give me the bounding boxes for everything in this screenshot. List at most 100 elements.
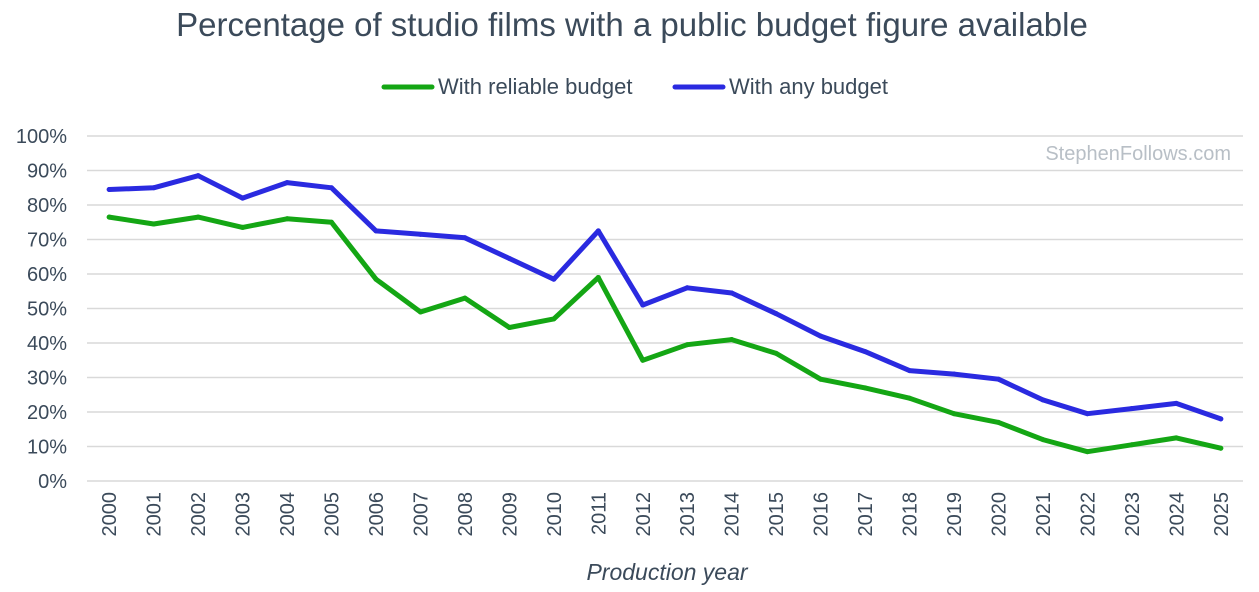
x-axis-label: Production year xyxy=(586,559,748,585)
point-any-2016 xyxy=(818,333,824,339)
point-any-2002 xyxy=(195,173,201,179)
point-reliable-2014 xyxy=(729,337,735,343)
y-tick-label: 60% xyxy=(27,264,67,286)
point-reliable-2015 xyxy=(773,350,779,356)
point-any-2017 xyxy=(862,349,868,355)
point-any-2009 xyxy=(506,255,512,261)
x-tick-label: 2009 xyxy=(499,492,521,537)
point-any-2011 xyxy=(595,228,601,234)
x-tick-label: 2004 xyxy=(277,492,299,537)
point-reliable-2024 xyxy=(1173,435,1179,441)
point-any-2023 xyxy=(1129,406,1135,412)
y-tick-label: 80% xyxy=(27,195,67,217)
y-tick-label: 30% xyxy=(27,368,67,390)
point-reliable-2011 xyxy=(595,274,601,280)
legend-label-reliable: With reliable budget xyxy=(438,74,632,99)
chart-title: Percentage of studio films with a public… xyxy=(176,6,1088,43)
point-any-2015 xyxy=(773,311,779,317)
y-tick-label: 90% xyxy=(27,161,67,183)
series-line-reliable-budget xyxy=(106,214,1224,455)
point-any-2018 xyxy=(907,368,913,374)
x-tick-label: 2016 xyxy=(811,492,833,537)
legend-label-any: With any budget xyxy=(729,74,888,99)
point-reliable-2020 xyxy=(995,419,1001,425)
point-reliable-2008 xyxy=(462,295,468,301)
x-tick-label: 2017 xyxy=(855,492,877,537)
x-tick-label: 2019 xyxy=(944,492,966,537)
x-tick-label: 2000 xyxy=(99,492,121,537)
point-reliable-2000 xyxy=(106,214,112,220)
point-reliable-2017 xyxy=(862,385,868,391)
gridlines xyxy=(87,135,1243,482)
y-tick-label: 20% xyxy=(27,402,67,424)
point-any-2012 xyxy=(640,302,646,308)
point-any-2021 xyxy=(1040,397,1046,403)
y-tick-label: 40% xyxy=(27,333,67,355)
point-any-2022 xyxy=(1084,411,1090,417)
x-tick-label: 2002 xyxy=(188,492,210,537)
point-reliable-2009 xyxy=(506,324,512,330)
point-reliable-2012 xyxy=(640,357,646,363)
x-tick-label: 2007 xyxy=(410,492,432,537)
point-any-2014 xyxy=(729,290,735,296)
x-tick-label: 2011 xyxy=(588,492,610,535)
x-tick-label: 2013 xyxy=(677,492,699,537)
x-tick-label: 2025 xyxy=(1211,492,1233,537)
point-reliable-2025 xyxy=(1218,445,1224,451)
y-tick-label: 50% xyxy=(27,299,67,321)
point-reliable-2021 xyxy=(1040,437,1046,443)
x-tick-label: 2018 xyxy=(900,492,922,537)
x-tick-label: 2001 xyxy=(144,492,166,537)
point-reliable-2004 xyxy=(284,216,290,222)
x-tick-label: 2008 xyxy=(455,492,477,536)
x-tick-label: 2024 xyxy=(1166,492,1188,537)
point-reliable-2010 xyxy=(551,316,557,322)
point-reliable-2006 xyxy=(373,276,379,282)
point-reliable-2003 xyxy=(240,224,246,230)
x-tick-label: 2015 xyxy=(766,492,788,537)
point-any-2020 xyxy=(995,376,1001,382)
point-any-2000 xyxy=(106,186,112,192)
y-axis-ticks: 0% 10% 20% 30% 40% 50% 60% 70% 80% 90% 100% xyxy=(16,126,67,493)
point-reliable-2016 xyxy=(818,376,824,382)
point-reliable-2023 xyxy=(1129,442,1135,448)
x-tick-label: 2003 xyxy=(233,492,255,537)
point-any-2010 xyxy=(551,276,557,282)
point-reliable-2013 xyxy=(684,342,690,348)
point-any-2003 xyxy=(240,195,246,201)
x-axis-ticks: 2000 2001 2002 2003 2004 2005 2006 2007 2008 2009… xyxy=(99,492,1233,537)
y-tick-label: 100% xyxy=(16,126,67,148)
watermark: StephenFollows.com xyxy=(1045,143,1231,165)
point-any-2024 xyxy=(1173,400,1179,406)
point-any-2005 xyxy=(329,185,335,191)
y-tick-label: 10% xyxy=(27,437,67,459)
x-tick-label: 2012 xyxy=(633,492,655,537)
point-reliable-2007 xyxy=(417,309,423,315)
point-any-2019 xyxy=(951,371,957,377)
point-any-2006 xyxy=(373,228,379,234)
legend: With reliable budget With any budget xyxy=(381,74,888,99)
point-any-2001 xyxy=(151,185,157,191)
point-reliable-2001 xyxy=(151,221,157,227)
point-reliable-2002 xyxy=(195,214,201,220)
y-tick-label: 70% xyxy=(27,230,67,252)
x-tick-label: 2020 xyxy=(988,492,1010,537)
point-any-2025 xyxy=(1218,416,1224,422)
series-lines xyxy=(106,173,1224,455)
x-tick-label: 2021 xyxy=(1033,492,1055,537)
point-any-2004 xyxy=(284,180,290,186)
point-reliable-2005 xyxy=(329,219,335,225)
point-any-2008 xyxy=(462,235,468,241)
x-tick-label: 2022 xyxy=(1077,492,1099,537)
point-reliable-2019 xyxy=(951,411,957,417)
x-tick-label: 2005 xyxy=(322,492,344,537)
x-tick-label: 2014 xyxy=(722,492,744,537)
point-any-2013 xyxy=(684,285,690,291)
x-tick-label: 2006 xyxy=(366,492,388,537)
x-tick-label: 2023 xyxy=(1122,492,1144,537)
y-tick-label: 0% xyxy=(38,471,67,493)
point-reliable-2018 xyxy=(907,395,913,401)
point-any-2007 xyxy=(417,231,423,237)
point-reliable-2022 xyxy=(1084,449,1090,455)
